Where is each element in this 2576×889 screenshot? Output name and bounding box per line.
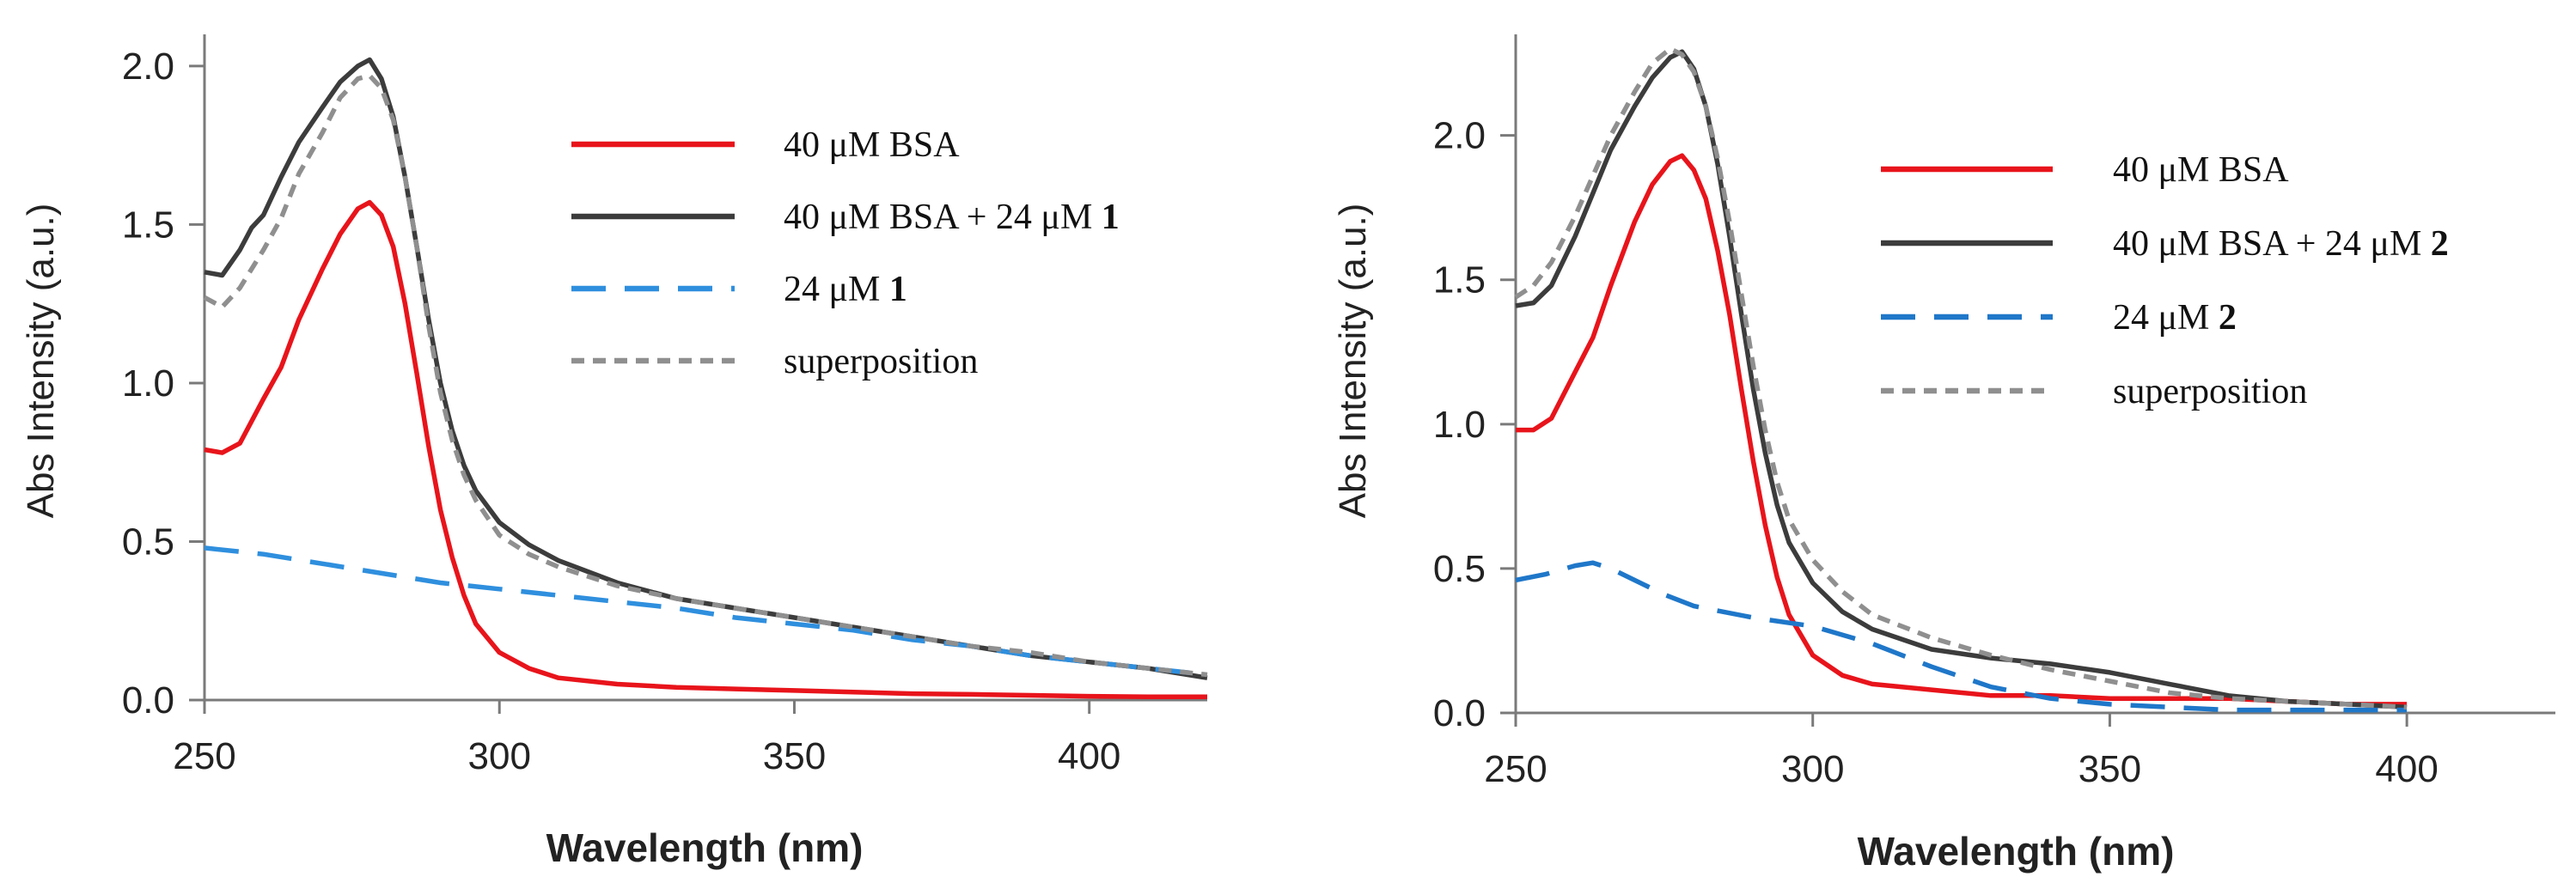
x-axis-title: Wavelength (nm) [546, 825, 864, 870]
legend-label: 24 μM 1 [784, 270, 907, 309]
legend-label: superposition [2113, 372, 2307, 411]
legend-label: 40 μM BSA + 24 μM 2 [2113, 224, 2449, 264]
x-tick-label: 350 [2079, 748, 2141, 790]
y-tick-label: 0.0 [122, 679, 174, 722]
x-tick-label: 250 [1484, 748, 1547, 790]
y-axis-title: Abs Intensity (a.u.) [20, 204, 62, 519]
x-tick-label: 400 [2375, 748, 2438, 790]
legend-label-compound-number: 1 [1102, 198, 1120, 237]
series-line-2 [204, 545, 1208, 678]
x-tick-label: 350 [763, 735, 826, 777]
chart-panel-left: 0.0 0.5 1.0 1.5 2.0 250 300 350 400 Wavelength (n… [20, 34, 1208, 870]
legend-label-text: 40 μM BSA [2113, 150, 2289, 190]
chart-panel-right: 0.0 0.5 1.0 1.5 2.0 250 300 350 400 Wavelength (n… [1288, 0, 2576, 889]
y-tick-label: 1.0 [1433, 404, 1486, 446]
x-tick-label: 250 [173, 735, 235, 777]
x-tick-label: 300 [468, 735, 531, 777]
y-tick-label: 0.0 [1433, 692, 1486, 734]
legend-label: 24 μM 2 [2113, 298, 2237, 338]
chart-svg: 0.0 0.5 1.0 1.5 2.0 250 300 350 400 Wavelength (n… [20, 34, 1208, 870]
legend-label: 40 μM BSA [2113, 150, 2289, 190]
series-line-1 [204, 57, 1208, 680]
series-line-0 [204, 199, 1207, 700]
y-tick-label: 1.5 [122, 204, 174, 246]
series-line-2 [1515, 560, 2408, 713]
y-tick-label: 1.0 [122, 362, 174, 405]
legend-label-text: 24 μM [784, 270, 889, 309]
y-tick-label: 2.0 [1433, 115, 1486, 157]
y-tick-label: 0.5 [1433, 548, 1486, 590]
legend-label-text: 40 μM BSA + 24 μM [2113, 224, 2431, 264]
series-line-1 [1515, 49, 2408, 710]
legend-label: 40 μM BSA [784, 125, 960, 165]
y-tick-label: 0.5 [122, 521, 174, 563]
x-tick-label: 400 [1058, 735, 1120, 777]
legend-label-text: 40 μM BSA + 24 μM [784, 198, 1102, 237]
legend-label-compound-number: 2 [2219, 298, 2237, 338]
legend-label-text: superposition [784, 342, 978, 381]
series-line-3 [203, 73, 1208, 678]
x-axis-title: Wavelength (nm) [1858, 829, 2175, 874]
legend-label-compound-number: 2 [2431, 224, 2449, 264]
series-line-0 [1516, 153, 2408, 707]
legend-label-text: superposition [2113, 372, 2307, 411]
x-tick-label: 300 [1781, 748, 1844, 790]
legend-label-compound-number: 1 [889, 270, 907, 309]
y-axis-title: Abs Intensity (a.u.) [1332, 204, 1374, 519]
legend-label-text: 24 μM [2113, 298, 2219, 338]
legend-label: superposition [784, 342, 978, 381]
series-line-3 [1514, 46, 2408, 710]
legend-label: 40 μM BSA + 24 μM 1 [784, 198, 1120, 237]
legend-label-text: 40 μM BSA [784, 125, 960, 165]
y-tick-label: 2.0 [122, 46, 174, 88]
chart-svg: 0.0 0.5 1.0 1.5 2.0 250 300 350 400 Wavelength (n… [1332, 34, 2555, 874]
y-tick-label: 1.5 [1433, 259, 1486, 301]
